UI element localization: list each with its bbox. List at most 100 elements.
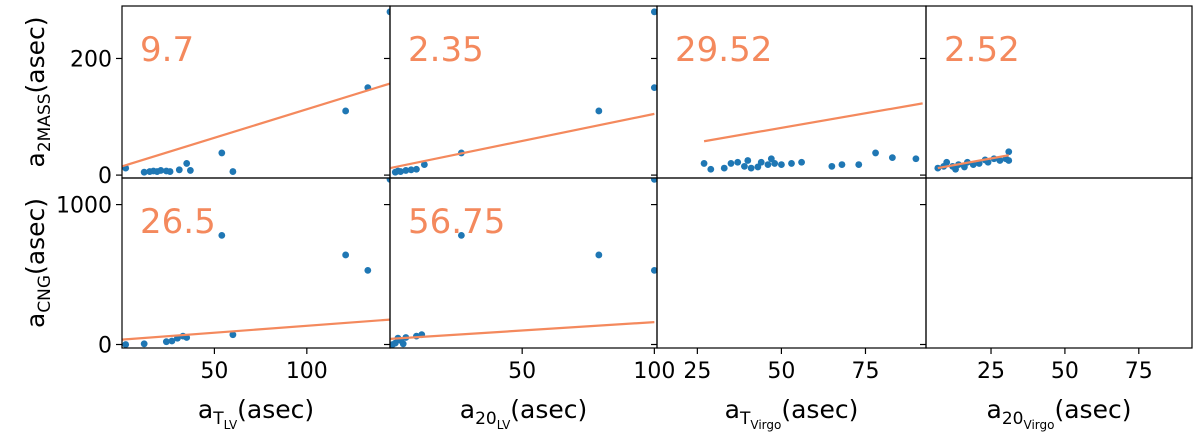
data-point	[828, 162, 836, 170]
data-point	[1005, 148, 1013, 156]
panel-r1-c3	[925, 177, 1193, 349]
data-point	[888, 154, 896, 161]
x-tick-label: 50	[508, 359, 536, 384]
x-label-subsub: Virgo	[750, 418, 781, 432]
panel-plot-area	[390, 178, 657, 348]
x-label-sub: T	[739, 409, 751, 429]
data-point	[771, 160, 779, 167]
data-point	[229, 168, 237, 175]
data-point	[727, 160, 735, 167]
y-axis-label: a2MASS(asec)	[21, 16, 55, 167]
panel-annotation: 29.52	[675, 30, 772, 70]
data-point	[996, 157, 1004, 164]
data-point	[788, 160, 795, 167]
data-point	[838, 161, 846, 168]
y-axis-label: aCNG(asec)	[21, 198, 55, 328]
data-point	[342, 251, 350, 259]
data-point	[413, 165, 420, 173]
data-point	[934, 164, 942, 172]
data-point	[183, 160, 191, 167]
x-label-main: a	[198, 395, 213, 424]
x-label-rest: (asec)	[781, 395, 858, 424]
x-axis-label: a20Virgo(asec)	[987, 395, 1132, 432]
x-tick-label: 100	[286, 359, 328, 384]
panel-r1-c1: 56.75	[389, 177, 658, 349]
panel-frame	[925, 177, 1193, 349]
data-point	[122, 341, 130, 348]
data-point	[397, 168, 404, 175]
data-point	[229, 331, 237, 339]
x-tick-label: 75	[851, 359, 879, 384]
data-point	[595, 251, 603, 259]
data-point	[218, 231, 226, 239]
x-tick-label: 100	[633, 359, 675, 384]
x-axis-label: aTLV(asec)	[198, 395, 314, 432]
fit-line	[390, 112, 655, 170]
panel-plot-area	[390, 8, 657, 176]
x-label-rest: (asec)	[237, 395, 314, 424]
fit-line	[937, 154, 1009, 170]
y-label-sub: 2MASS	[35, 93, 55, 152]
x-label-sub: 20	[475, 409, 497, 429]
data-point	[175, 166, 183, 174]
panel-r1-c2	[656, 177, 927, 349]
data-point	[399, 340, 407, 348]
data-point	[943, 158, 951, 166]
y-tick-label: 0	[98, 334, 112, 359]
x-tick-label: 50	[200, 359, 228, 384]
data-point	[218, 149, 226, 157]
x-label-main: a	[725, 395, 740, 424]
y-tick-label: 200	[70, 47, 112, 72]
panel-annotation: 9.7	[140, 30, 194, 70]
data-point	[140, 168, 148, 176]
x-tick-label: 25	[683, 359, 711, 384]
fit-line	[703, 102, 923, 143]
data-point	[186, 167, 194, 174]
y-label-sub: CNG	[35, 275, 55, 313]
fit-line	[390, 321, 655, 341]
data-point	[984, 158, 992, 166]
panel-annotation: 56.75	[408, 202, 505, 242]
panel-plot-area	[122, 8, 390, 176]
data-point	[595, 107, 603, 115]
data-point	[650, 178, 657, 183]
data-point	[140, 340, 148, 348]
x-label-subsub: LV	[497, 418, 511, 432]
data-point	[157, 167, 165, 174]
panel-plot-area	[700, 102, 923, 173]
panel-annotation: 26.5	[140, 202, 216, 242]
panel-annotation: 2.52	[944, 30, 1020, 70]
y-label-rest: (asec)	[21, 198, 50, 275]
data-point	[386, 8, 390, 16]
data-point	[166, 168, 174, 175]
x-label-main: a	[460, 395, 475, 424]
data-point	[364, 266, 372, 274]
y-label-main: a	[21, 313, 50, 328]
x-tick-label: 50	[767, 359, 795, 384]
panel-r0-c1: 2.35	[389, 5, 658, 179]
data-point	[402, 167, 410, 174]
data-point	[168, 337, 176, 345]
x-label-rest: (asec)	[510, 395, 587, 424]
x-tick-label: 50	[1051, 359, 1079, 384]
x-label-subsub: Virgo	[1024, 418, 1055, 432]
x-label-sub: T	[212, 409, 224, 429]
panel-r0-c2: 29.52	[656, 5, 927, 179]
data-point	[778, 161, 785, 168]
panel-plot-area	[934, 148, 1013, 173]
x-tick-label: 25	[977, 359, 1005, 384]
panel-r0-c3: 2.52	[925, 5, 1193, 179]
fit-line	[122, 82, 390, 168]
x-tick-label: 75	[1125, 359, 1153, 384]
data-point	[872, 149, 879, 157]
y-tick-label: 0	[98, 164, 112, 189]
data-point	[912, 155, 920, 163]
x-axis-label: aTVirgo(asec)	[725, 395, 859, 432]
data-point	[342, 107, 350, 115]
panels-layer: 9.7 2.35 29.52 2.52 26.5 56.75	[121, 5, 1193, 349]
panel-frame	[656, 177, 927, 349]
x-label-subsub: LV	[224, 418, 238, 432]
